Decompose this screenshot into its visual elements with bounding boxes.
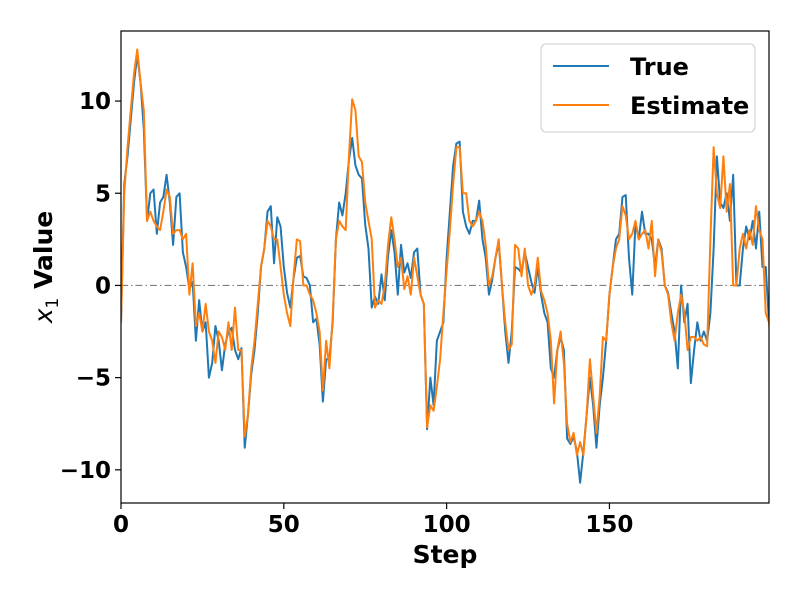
- y-tick-label: −5: [76, 366, 111, 392]
- x-tick-label: 150: [585, 512, 633, 538]
- series-line-estimate: [121, 48, 769, 457]
- y-tick-label: 5: [95, 181, 111, 207]
- legend: True Estimate: [540, 43, 756, 133]
- x-tick-label: 0: [113, 512, 129, 538]
- y-axis-label-rest: Value: [29, 211, 58, 298]
- x-tick-label: 100: [423, 512, 471, 538]
- plot-area: [121, 48, 769, 484]
- y-axis-label: x1 Value: [29, 211, 63, 325]
- y-axis-label-sub: 1: [43, 298, 63, 309]
- x-axis-label: Step: [413, 540, 478, 569]
- axis-ticks: 0 50 100 150 −10 −5 0 5 10: [60, 89, 634, 538]
- legend-label-estimate: Estimate: [630, 92, 749, 120]
- y-tick-label: −10: [60, 458, 111, 484]
- legend-label-true: True: [630, 53, 689, 81]
- plot-frame: [120, 30, 770, 504]
- x-tick-label: 50: [268, 512, 300, 538]
- y-axis-label-var: x: [29, 308, 58, 324]
- y-tick-label: 0: [95, 273, 111, 299]
- y-tick-label: 10: [79, 89, 111, 115]
